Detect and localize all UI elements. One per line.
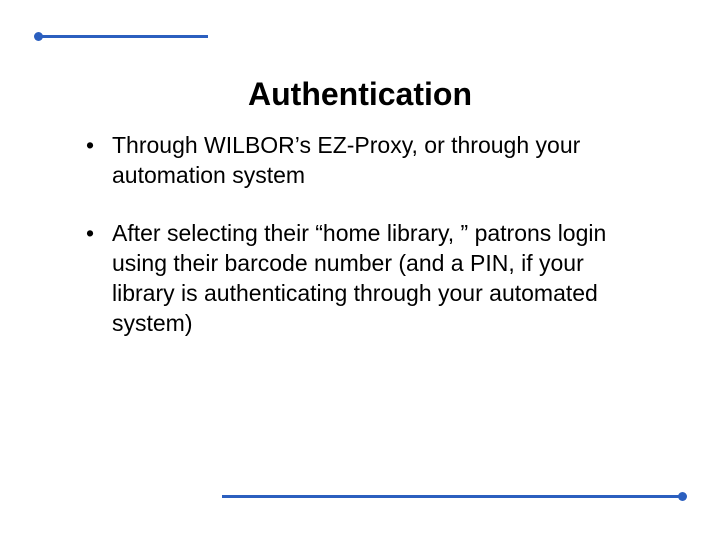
bullet-list: Through WILBOR’s EZ-Proxy, or through yo… [78, 130, 638, 338]
top-rule-dot-icon [34, 32, 43, 41]
slide-title: Authentication [0, 76, 720, 113]
list-item: After selecting their “home library, ” p… [78, 218, 638, 338]
bottom-rule [222, 495, 682, 498]
list-item: Through WILBOR’s EZ-Proxy, or through yo… [78, 130, 638, 190]
slide: Authentication Through WILBOR’s EZ-Proxy… [0, 0, 720, 540]
slide-body: Through WILBOR’s EZ-Proxy, or through yo… [78, 130, 638, 338]
top-rule [38, 35, 208, 38]
bottom-rule-dot-icon [678, 492, 687, 501]
